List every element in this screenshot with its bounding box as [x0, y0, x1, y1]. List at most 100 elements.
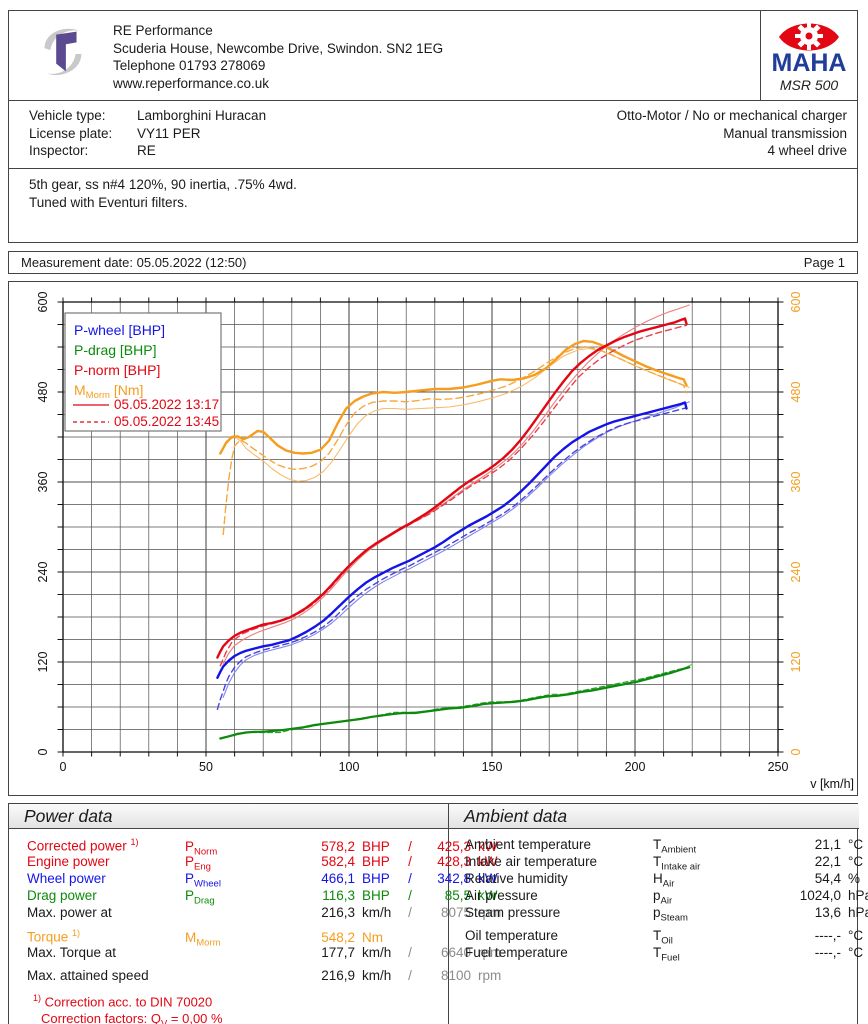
table-row: Corrected power 1) PNorm 578,2 BHP / 425,3 kW: [9, 837, 498, 857]
row-value-1: 216,9: [321, 968, 355, 983]
row-value-1: 177,7: [321, 945, 355, 960]
row-unit-1: km/h: [362, 905, 392, 920]
measurement-date: Measurement date: 05.05.2022 (12:50): [21, 255, 247, 270]
svg-text:250: 250: [768, 760, 789, 774]
svg-text:120: 120: [789, 652, 803, 673]
row-symbol: pAir: [653, 888, 673, 907]
footnote-line-1: Correction acc. to DIN 70020: [41, 994, 213, 1010]
row-label: Max. attained speed: [27, 968, 149, 983]
svg-text:360: 360: [789, 472, 803, 493]
table-row: Drag power PDrag 116,3 BHP / 85,5 kW: [9, 888, 498, 907]
footnote-line-2-sub: V: [161, 1019, 167, 1024]
plot-border: [62, 301, 779, 753]
row-separator: /: [408, 871, 412, 886]
row-unit-2: kW: [478, 888, 498, 903]
series-m-norm-13-45: [222, 346, 688, 536]
row-label: Intake air temperature: [465, 854, 598, 869]
legend-entry: MMorm [Nm]: [74, 382, 143, 401]
row-separator: /: [408, 905, 412, 920]
chart-series: [216, 304, 693, 740]
chart-legend: P-wheel [BHP] P-drag [BHP] P-norm [BHP] MMo…: [64, 312, 222, 432]
row-label: Max. Torque at: [27, 945, 117, 960]
row-value: 13,6: [814, 905, 841, 920]
row-unit-1: BHP: [362, 888, 390, 903]
series-m-norm-run2-uncorrected: [225, 347, 690, 482]
row-unit: %: [848, 871, 861, 886]
row-separator: /: [408, 888, 412, 903]
row-unit-1: BHP: [362, 838, 390, 854]
series-p-wheel-13-45: [216, 407, 688, 710]
row-symbol: TAmbient: [653, 837, 697, 856]
row-unit-2: kW: [478, 871, 498, 886]
maha-model-text: MSR 500: [779, 77, 839, 93]
row-label: Drag power: [27, 888, 97, 903]
series-p-drag-13-17: [219, 666, 691, 740]
row-separator: /: [408, 945, 412, 960]
row-unit-2: rpm: [478, 945, 502, 960]
drive-type: 4 wheel drive: [767, 143, 847, 158]
measurement-date-bar: Measurement date: 05.05.2022 (12:50) Pag…: [8, 251, 858, 274]
row-value: 54,4: [814, 871, 841, 886]
legend-entry: P-wheel [BHP]: [74, 322, 165, 338]
row-unit: °C: [848, 837, 864, 852]
row-symbol: PDrag: [185, 888, 215, 907]
row-separator: /: [408, 838, 412, 854]
row-value-2: 8075: [440, 905, 471, 920]
row-symbol: TOil: [653, 928, 673, 947]
row-symbol: pSteam: [653, 905, 688, 924]
legend-entry: P-norm [BHP]: [74, 362, 160, 378]
table-row: Fuel temperature TFuel ----,- °C: [449, 945, 863, 964]
table-row: Max. attained speed 216,9 km/h / 8100 rpm: [9, 968, 501, 985]
row-value-1: 116,3: [322, 888, 355, 903]
row-value-2: 85,5: [444, 888, 471, 903]
company-logo-icon: [44, 28, 82, 76]
row-unit-1: BHP: [362, 854, 390, 869]
row-label: Oil temperature: [465, 928, 559, 943]
table-row: Max. Torque at 177,7 km/h / 6640 rpm: [9, 945, 501, 962]
svg-text:0: 0: [36, 748, 50, 755]
transmission-type: Manual transmission: [723, 125, 847, 141]
row-value: 21,1: [814, 837, 841, 852]
table-row: Torque 1) MMorm 548,2 Nm: [9, 928, 448, 948]
row-symbol: PEng: [185, 854, 211, 873]
note-line-2: Tuned with Eventuri filters.: [29, 195, 188, 210]
engine-type: Otto-Motor / No or mechanical charger: [616, 108, 847, 123]
company-info: RE Performance Scuderia House, Newcombe …: [113, 22, 443, 92]
test-notes: 5th gear, ss n#4 120%, 90 inertia, .75% …: [9, 169, 857, 242]
row-unit-1: BHP: [362, 871, 390, 886]
svg-text:600: 600: [789, 292, 803, 313]
inspector-value: RE: [137, 143, 156, 158]
row-unit: °C: [848, 928, 864, 943]
column-divider: [448, 804, 449, 1024]
series-p-norm-run2-uncorrected: [222, 304, 690, 665]
correction-footnote: 1) Correction acc. to DIN 70020 Correcti…: [33, 990, 223, 1024]
company-phone: Telephone 01793 278069: [113, 58, 266, 73]
power-data-header: Power data: [9, 804, 448, 829]
svg-text:480: 480: [36, 382, 50, 403]
row-unit: °C: [848, 945, 864, 960]
inspector-label: Inspector:: [29, 143, 89, 158]
drivetrain-info: Otto-Motor / No or mechanical charger Ma…: [617, 107, 847, 160]
row-value-1: 466,1: [321, 871, 355, 886]
series-m-norm-13-17: [219, 339, 688, 455]
row-value-2: 428,3: [437, 854, 471, 869]
svg-text:360: 360: [36, 472, 50, 493]
svg-text:600: 600: [36, 292, 50, 313]
legend-run-date: 05.05.2022 13:17: [114, 397, 219, 412]
row-label: Wheel power: [27, 871, 106, 886]
row-label: Ambient temperature: [465, 837, 592, 852]
row-label: Steam pressure: [465, 905, 561, 920]
series-p-norm-13-45: [219, 324, 688, 667]
row-symbol: HAir: [653, 871, 675, 890]
row-value-2: 342,8: [437, 871, 471, 886]
footnote-marker: 1): [33, 993, 42, 1003]
svg-text:v [km/h]: v [km/h]: [810, 777, 854, 791]
row-unit-1: km/h: [362, 968, 392, 983]
table-row: Steam pressure pSteam 13,6 hPa: [449, 905, 868, 924]
chart-ticks: [57, 297, 784, 757]
row-value-1: 578,2: [321, 838, 355, 854]
company-web: www.reperformance.co.uk: [113, 75, 270, 91]
company-header: RE Performance Scuderia House, Newcombe …: [9, 11, 857, 101]
row-value: ----,-: [814, 945, 841, 960]
series-p-norm-13-17: [216, 317, 688, 659]
